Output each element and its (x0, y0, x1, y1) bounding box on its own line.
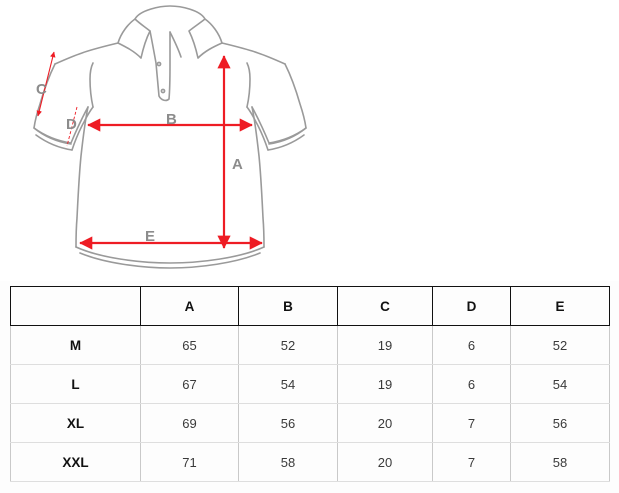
size-table: A B C D E M 65 52 19 6 52 L 67 (10, 286, 610, 482)
shirt-outline (33, 5, 307, 269)
cell-xxl-a: 71 (140, 442, 239, 482)
cell-xl-c: 20 (337, 403, 433, 443)
cell-xxl-e: 58 (510, 442, 610, 482)
table-row: XXL 71 58 20 7 58 (10, 442, 610, 482)
cell-l-e: 54 (510, 364, 610, 404)
table-row: M 65 52 19 6 52 (10, 325, 610, 365)
cell-xl-d: 7 (432, 403, 511, 443)
cell-xxl-b: 58 (238, 442, 338, 482)
cell-m-a: 65 (140, 325, 239, 365)
column-header-e: E (510, 286, 610, 326)
cell-xxl-d: 7 (432, 442, 511, 482)
cell-m-c: 19 (337, 325, 433, 365)
measure-arrow-c (36, 51, 56, 117)
cell-m-d: 6 (432, 325, 511, 365)
cell-xxl-c: 20 (337, 442, 433, 482)
garment-diagram: A B C D E (33, 5, 307, 269)
cell-xl-a: 69 (140, 403, 239, 443)
measure-label-e: E (145, 228, 156, 245)
column-header-size (10, 286, 141, 326)
measure-label-c: C (36, 81, 47, 98)
cell-m-b: 52 (238, 325, 338, 365)
cell-l-c: 19 (337, 364, 433, 404)
table-row: XL 69 56 20 7 56 (10, 403, 610, 443)
size-table-body: M 65 52 19 6 52 L 67 54 19 6 54 XL (10, 325, 610, 482)
column-header-a: A (140, 286, 239, 326)
row-label-m: M (10, 325, 141, 365)
row-label-l: L (10, 364, 141, 404)
measure-label-a: A (232, 156, 243, 173)
measure-arrow-d (66, 106, 78, 147)
column-header-c: C (337, 286, 433, 326)
row-label-xl: XL (10, 403, 141, 443)
row-label-xxl: XXL (10, 442, 141, 482)
cell-l-b: 54 (238, 364, 338, 404)
table-header-row: A B C D E (10, 286, 610, 326)
measure-label-b: B (166, 111, 177, 128)
column-header-d: D (432, 286, 511, 326)
table-row: L 67 54 19 6 54 (10, 364, 610, 404)
cell-m-e: 52 (510, 325, 610, 365)
cell-xl-b: 56 (238, 403, 338, 443)
cell-l-a: 67 (140, 364, 239, 404)
polo-shirt-illustration (33, 5, 307, 269)
cell-l-d: 6 (432, 364, 511, 404)
column-header-b: B (238, 286, 338, 326)
measure-label-d: D (66, 116, 77, 133)
size-table-container: A B C D E M 65 52 19 6 52 L 67 (10, 286, 610, 482)
cell-xl-e: 56 (510, 403, 610, 443)
size-table-head: A B C D E (10, 286, 610, 326)
